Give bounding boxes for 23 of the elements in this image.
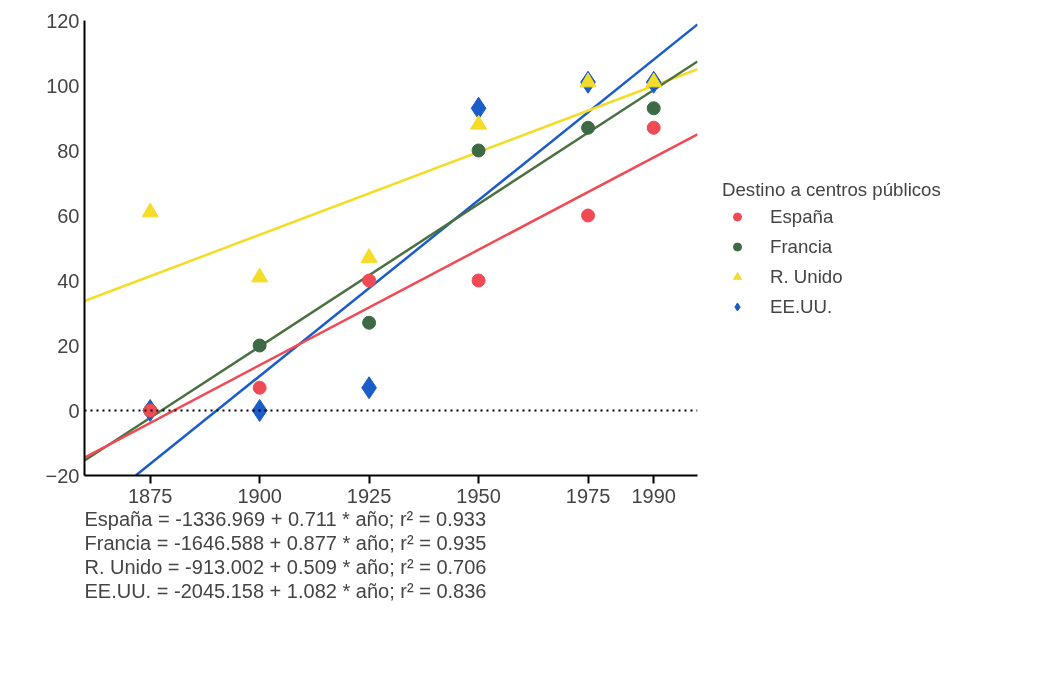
y-tick-label: 20 xyxy=(57,334,80,357)
x-tick-label: 1950 xyxy=(456,484,501,507)
x-tick-label: 1975 xyxy=(565,484,611,507)
legend-label: España xyxy=(770,205,834,227)
legend-label: EE.UU. xyxy=(770,295,833,317)
y-tick-label: −20 xyxy=(45,464,80,487)
text: EE.UU. = -2045.158 + 1.082 * año; r² = 0.836 xyxy=(84,579,487,602)
text: R. Unido = -913.002 + 0.509 * año; r² = 0.706 xyxy=(84,555,487,578)
legend-label: R. Unido xyxy=(770,265,843,287)
y-tick-label: 120 xyxy=(46,9,80,32)
y-tick-label: 0 xyxy=(68,399,80,422)
legend-title: Destino a centros públicos xyxy=(722,178,941,200)
x-tick-label: 1900 xyxy=(237,484,282,507)
y-tick-label: 40 xyxy=(57,269,80,292)
y-tick-label: 60 xyxy=(57,204,80,227)
x-tick-label: 1990 xyxy=(631,484,676,507)
y-tick-label: 80 xyxy=(57,139,80,162)
x-tick-label: 1925 xyxy=(346,484,392,507)
legend-label: Francia xyxy=(770,235,833,257)
x-tick-label: 1875 xyxy=(127,484,173,507)
text: Francia = -1646.588 + 0.877 * año; r² = 0.935 xyxy=(84,531,487,554)
y-tick-label: 100 xyxy=(46,74,80,97)
text: España = -1336.969 + 0.711 * año; r² = 0.933 xyxy=(84,507,487,530)
